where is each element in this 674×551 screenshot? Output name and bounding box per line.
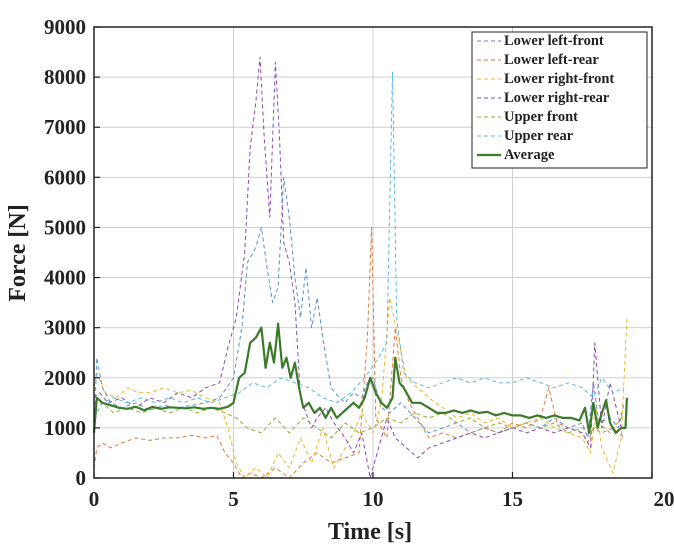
- y-tick-label: 1000: [44, 416, 86, 440]
- x-tick-label: 20: [654, 487, 674, 511]
- x-tick-label: 0: [89, 487, 100, 511]
- y-tick-label: 4000: [44, 266, 86, 290]
- y-axis-title: Force [N]: [5, 204, 31, 302]
- legend-label: Upper rear: [504, 128, 574, 144]
- y-tick-label: 3000: [44, 316, 86, 340]
- y-tick-label: 2000: [44, 366, 86, 390]
- legend: Lower left-front Lower left-rear Lower rig…: [471, 31, 648, 169]
- legend-label: Lower right-rear: [504, 90, 610, 106]
- x-tick-label: 5: [228, 487, 239, 511]
- legend-label: Average: [504, 147, 555, 163]
- series-line-lower-left-front: [93, 176, 625, 439]
- series-line-lower-right-front: [93, 297, 628, 479]
- legend-label: Upper front: [504, 109, 578, 125]
- series-lines: [92, 56, 628, 479]
- x-tick-labels: 0 5 10 15 20: [89, 487, 674, 511]
- x-tick-label: 10: [363, 487, 384, 511]
- series-line-average: [92, 322, 628, 434]
- y-tick-label: 0: [76, 466, 87, 490]
- series-line-upper-rear: [93, 71, 625, 419]
- x-tick-label: 15: [502, 487, 523, 511]
- legend-items: Lower left-front Lower left-rear Lower rig…: [477, 33, 614, 163]
- y-tick-labels: 0 1000 2000 3000 4000 5000 6000 7000 8000 9000: [44, 15, 86, 490]
- y-tick-label: 9000: [44, 15, 86, 39]
- legend-label: Lower right-front: [504, 71, 614, 87]
- legend-label: Lower left-rear: [504, 52, 599, 68]
- axis-ticks: [93, 26, 653, 479]
- y-tick-label: 5000: [44, 215, 86, 239]
- y-tick-label: 7000: [44, 115, 86, 139]
- y-tick-label: 6000: [44, 165, 86, 189]
- series-line-lower-right-rear: [93, 56, 625, 479]
- x-axis-title: Time [s]: [328, 519, 412, 545]
- legend-label: Lower left-front: [504, 33, 604, 49]
- y-tick-label: 8000: [44, 65, 86, 89]
- legend-box: [471, 31, 648, 169]
